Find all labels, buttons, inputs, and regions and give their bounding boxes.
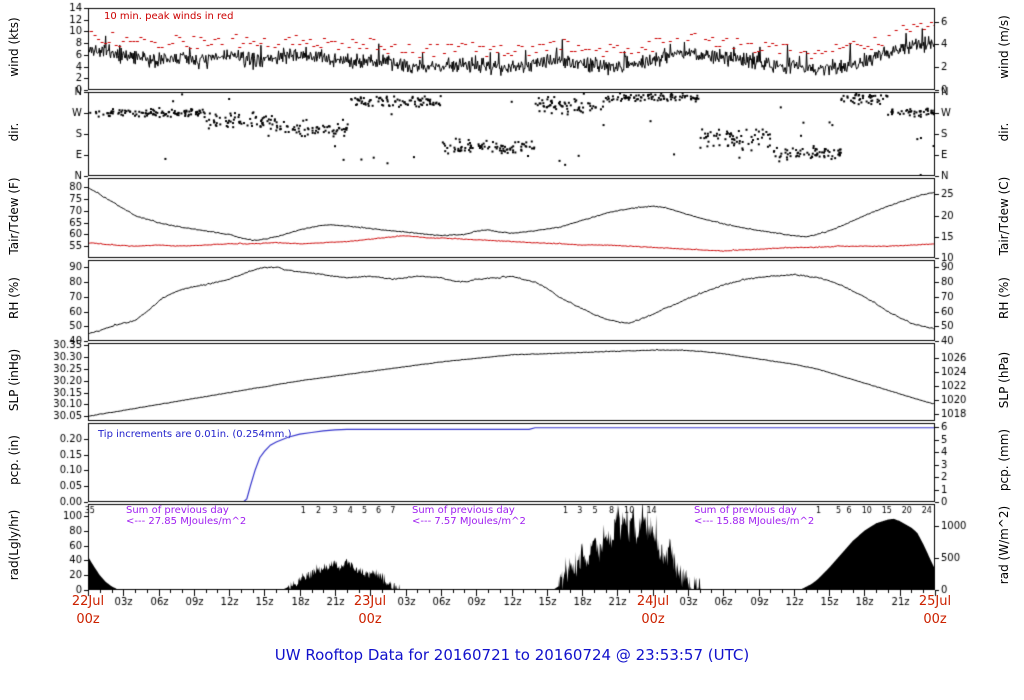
xaxis-date-1: 22Jul: [71, 594, 105, 609]
xaxis-date-3: 24Jul: [636, 594, 670, 609]
xaxis-date-3-hour: 00z: [641, 612, 665, 627]
xaxis-date-4: 25Jul: [918, 594, 952, 609]
page-title: UW Rooftop Data for 20160721 to 20160724…: [274, 646, 750, 664]
rad-sum-note-2-line1: Sum of previous day: [412, 505, 515, 516]
rad-sum-note-1-line2: <--- 27.85 MJoules/m^2: [126, 516, 247, 527]
rad-sum-note-2-line2: <--- 7.57 MJoules/m^2: [412, 516, 526, 527]
tip-increment-note: Tip increments are 0.01in. (0.254mm.): [98, 429, 292, 440]
xaxis-date-1-hour: 00z: [76, 612, 100, 627]
rad-sum-note-3-line2: <--- 15.88 MJoules/m^2: [694, 516, 815, 527]
xaxis-date-2: 23Jul: [353, 594, 387, 609]
xaxis-date-2-hour: 00z: [358, 612, 382, 627]
rad-sum-note-1-line1: Sum of previous day: [126, 505, 229, 516]
axis-title-rad-left: rad(Lgly/hr): [7, 509, 21, 581]
xaxis-date-4-hour: 00z: [923, 612, 947, 627]
weather-chart-canvas: [0, 0, 1024, 645]
rad-sum-note-3-line1: Sum of previous day: [694, 505, 797, 516]
axis-title-rad-right: rad (W/m^2): [997, 505, 1011, 585]
peak-wind-note: 10 min. peak winds in red: [104, 11, 234, 22]
